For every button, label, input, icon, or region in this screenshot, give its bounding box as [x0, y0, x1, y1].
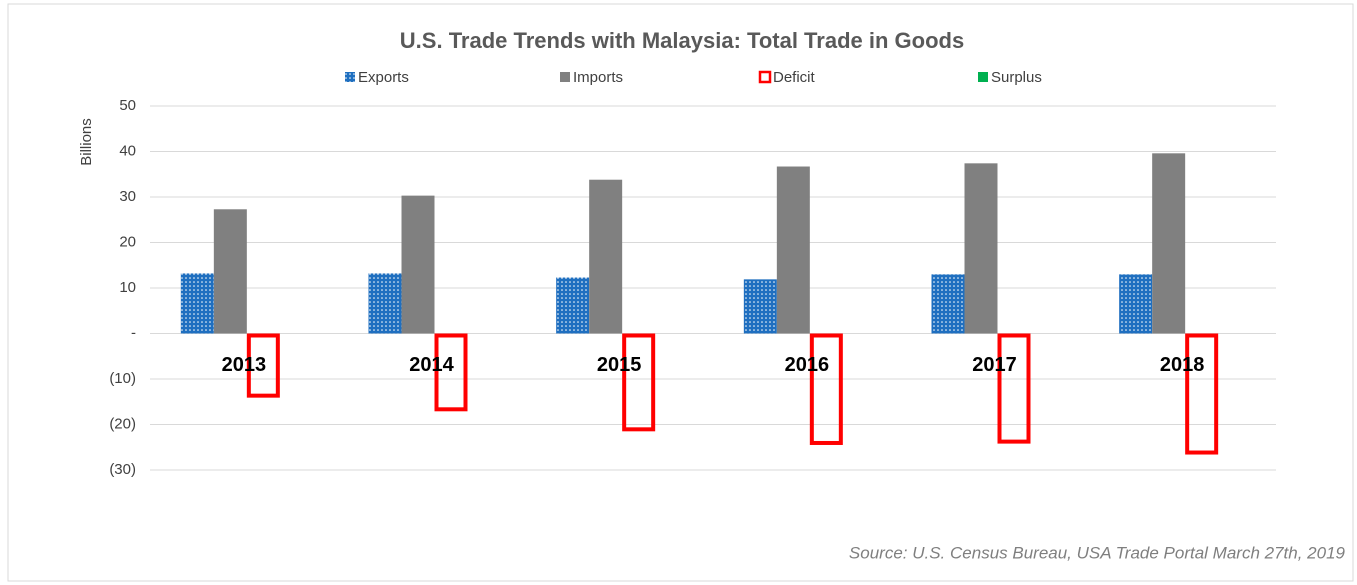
- legend-swatch: [978, 72, 988, 82]
- y-tick-label: 10: [119, 279, 136, 296]
- x-tick-label: 2015: [597, 354, 642, 376]
- y-axis-label: Billions: [78, 118, 95, 166]
- x-tick-label: 2017: [972, 354, 1017, 376]
- bar: [776, 166, 810, 334]
- x-tick-label: 2014: [409, 354, 454, 376]
- bar: [964, 163, 998, 334]
- y-tick-label: (30): [109, 461, 136, 478]
- bar: [743, 279, 777, 334]
- y-tick-label: (10): [109, 370, 136, 387]
- y-tick-label: -: [131, 324, 136, 341]
- bar: [213, 209, 247, 334]
- bar: [180, 273, 214, 334]
- bar: [1185, 333, 1219, 455]
- source-note: Source: U.S. Census Bureau, USA Trade Po…: [849, 543, 1346, 562]
- bar: [809, 333, 843, 445]
- legend-swatch: [345, 72, 355, 82]
- bar: [997, 333, 1031, 444]
- bar: [401, 195, 435, 334]
- bar: [368, 273, 402, 334]
- bar: [556, 277, 590, 334]
- bar: [931, 274, 965, 334]
- legend-swatch: [758, 70, 772, 84]
- bar: [1119, 274, 1153, 334]
- x-tick-label: 2013: [222, 354, 267, 376]
- x-tick-label: 2018: [1160, 354, 1205, 376]
- legend-label: Surplus: [991, 69, 1042, 86]
- bar: [1152, 153, 1186, 334]
- legend-label: Deficit: [773, 69, 816, 86]
- bar: [622, 333, 656, 432]
- chart-title: U.S. Trade Trends with Malaysia: Total T…: [400, 28, 964, 53]
- bar: [434, 333, 468, 412]
- y-tick-label: (20): [109, 415, 136, 432]
- bar: [246, 333, 280, 398]
- y-tick-label: 30: [119, 188, 136, 205]
- legend-label: Imports: [573, 69, 623, 86]
- legend-swatch: [560, 72, 570, 82]
- y-tick-label: 50: [119, 97, 136, 114]
- y-tick-label: 20: [119, 233, 136, 250]
- x-tick-label: 2016: [785, 354, 830, 376]
- y-tick-label: 40: [119, 142, 136, 159]
- legend-label: Exports: [358, 69, 409, 86]
- bar: [589, 179, 623, 334]
